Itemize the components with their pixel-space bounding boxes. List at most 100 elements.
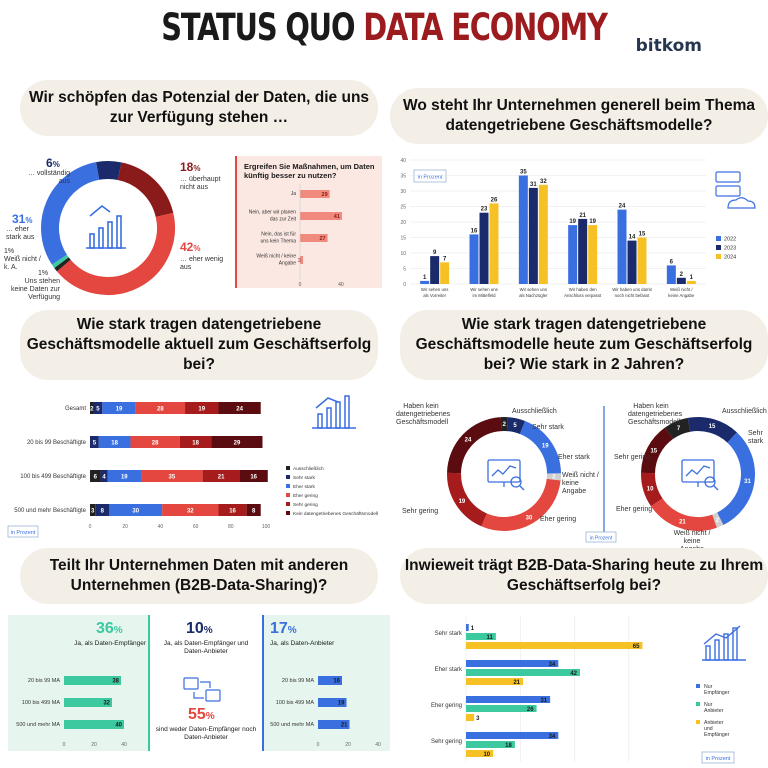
p6-legend-0: Empfänger	[704, 690, 730, 696]
p5-left-bar-2	[64, 720, 124, 729]
p3-bar-1-4	[179, 436, 212, 448]
p3-legend-swatch-1	[286, 475, 290, 479]
p4-right-value-1: 7	[677, 426, 681, 432]
p4-left-value-3: 19	[542, 444, 549, 450]
p6-bar-0-2	[466, 642, 643, 649]
p5-left-category-1: 100 bis 499 MA	[22, 700, 61, 706]
p3-bar-3-2	[109, 504, 163, 516]
monitor-icon	[487, 459, 719, 491]
panel6-badge-box	[701, 751, 735, 764]
p4r-none: Haben kein datengetriebenes Geschäftsmod…	[628, 403, 683, 426]
panel1-subchart-bg	[236, 156, 382, 288]
p3-value-3-4: 16	[229, 509, 236, 515]
p2-bar-0-0	[420, 280, 430, 284]
p3-legend-2: Eher stark	[293, 484, 315, 490]
p3-xtick-0: 0	[89, 524, 92, 530]
p1-bar-label-0: Ja	[291, 191, 297, 197]
p1-bar-label-2: uns kein Thema	[261, 239, 297, 245]
p4-right-value-6: 10	[647, 486, 654, 492]
p3-bar-2-1	[100, 470, 108, 482]
p6-bar-1-1	[466, 669, 580, 676]
p1-label-1a: 1%	[4, 248, 15, 255]
p6-legend-swatch-1	[696, 702, 700, 706]
p1-bar-label-2: Nein, das ist für	[261, 232, 296, 238]
p5-left-tick-20: 20	[91, 742, 97, 748]
p3-bar-3-1	[95, 504, 110, 516]
p4-left-value-4: 2	[552, 475, 556, 481]
p3-value-2-5: 16	[250, 475, 257, 481]
p3-xtick-80: 80	[228, 524, 234, 530]
p5-provider-pct: 17%	[270, 620, 297, 637]
p2-xtick-0: als Vorreiter	[423, 293, 446, 298]
p2-xtick-2: Wir sehen uns	[520, 287, 547, 292]
p2-xtick-1: im Mittelfeld	[473, 293, 497, 298]
p3-legend-1: Sehr stark	[293, 475, 315, 481]
p3-value-3-0: 3	[91, 509, 95, 515]
p3-bar-1-2	[98, 436, 131, 448]
p3-xtick-40: 40	[158, 524, 164, 530]
p3-xtick-20: 20	[122, 524, 128, 530]
p2-value-2-2: 32	[540, 179, 547, 185]
p2-xtick-5: keine Angabe	[668, 293, 695, 298]
p6-value-0-2: 65	[633, 644, 640, 650]
p6-category-3: Sehr gering	[431, 739, 462, 745]
p3-value-0-2: 19	[116, 407, 123, 413]
p3-bar-2-5	[239, 470, 268, 482]
p3-value-3-3: 32	[187, 509, 194, 515]
p6-bar-3-2	[466, 750, 494, 757]
p1-bar-1	[300, 212, 342, 220]
p3-value-3-2: 30	[132, 509, 139, 515]
panel6-icon	[702, 625, 746, 661]
p4r-egering: Eher gering	[616, 506, 653, 513]
p4-right-value-2: 15	[709, 424, 716, 430]
p2-bar-1-1	[479, 212, 489, 284]
p2-bar-1-0	[469, 234, 479, 284]
p3-value-0-1: 5	[96, 407, 100, 413]
p5-left-value-0: 38	[112, 679, 119, 685]
p5-recipient-pct: 36%	[96, 620, 123, 637]
p2-bar-2-1	[528, 187, 538, 284]
p3-category-2: 100 bis 499 Beschäftigte	[20, 474, 86, 480]
p5-both-pct: 10%	[186, 620, 213, 637]
p1-subquestion: Ergreifen Sie Maßnahmen, um Daten künfti…	[244, 162, 375, 180]
p4r-sstrong: Sehr stark	[748, 430, 764, 445]
p3-xtick-60: 60	[193, 524, 199, 530]
p4-right-slice-2	[687, 417, 737, 443]
panel2-question: Wo steht Ihr Unternehmen generell beim T…	[390, 88, 768, 144]
p4-right-slice-3	[716, 432, 755, 526]
p1-label-31: 31%	[12, 212, 33, 226]
p4l-sgering: Sehr gering	[402, 508, 439, 515]
p6-value-1-1: 42	[570, 671, 577, 677]
p3-value-2-1: 4	[102, 475, 106, 481]
p1-bar-2	[300, 234, 328, 242]
p1-bar-label-1: Nein, aber wir planen	[249, 210, 296, 216]
p4r-excl: Ausschließlich	[722, 408, 767, 415]
p1-bar-label-3: Weiß nicht / keine	[256, 254, 296, 260]
p2-value-5-2: 1	[690, 275, 694, 281]
p3-value-3-5: 8	[252, 509, 256, 515]
p1-label-18: 18%	[180, 160, 201, 174]
p6-bar-0-0	[466, 624, 469, 631]
p2-ytick-25: 25	[400, 205, 406, 211]
p2-legend-1: 2023	[724, 246, 736, 252]
p2-bar-3-2	[588, 225, 598, 284]
p1-label-42: 42%	[180, 240, 201, 254]
p2-bar-5-1	[676, 277, 686, 284]
p4-left-slice-2	[506, 417, 526, 435]
p6-value-2-1: 26	[527, 707, 534, 713]
p4l-excl: Ausschließlich	[512, 408, 557, 415]
panel2-badge-box	[413, 169, 447, 183]
p4-left-value-6: 19	[459, 499, 466, 505]
p2-bar-4-2	[637, 237, 647, 284]
p6-value-0-1: 11	[487, 635, 494, 641]
p2-value-5-0: 6	[670, 259, 674, 265]
p4-right-slice-4	[712, 512, 724, 528]
p4-left-value-0: 24	[465, 437, 472, 443]
p5-left-bar-1	[64, 698, 112, 707]
p6-value-1-2: 21	[513, 680, 520, 686]
p5-right-tick-0: 0	[317, 742, 320, 748]
p6-legend-2: und	[704, 726, 713, 732]
p3-xtick-100: 100	[262, 524, 271, 530]
